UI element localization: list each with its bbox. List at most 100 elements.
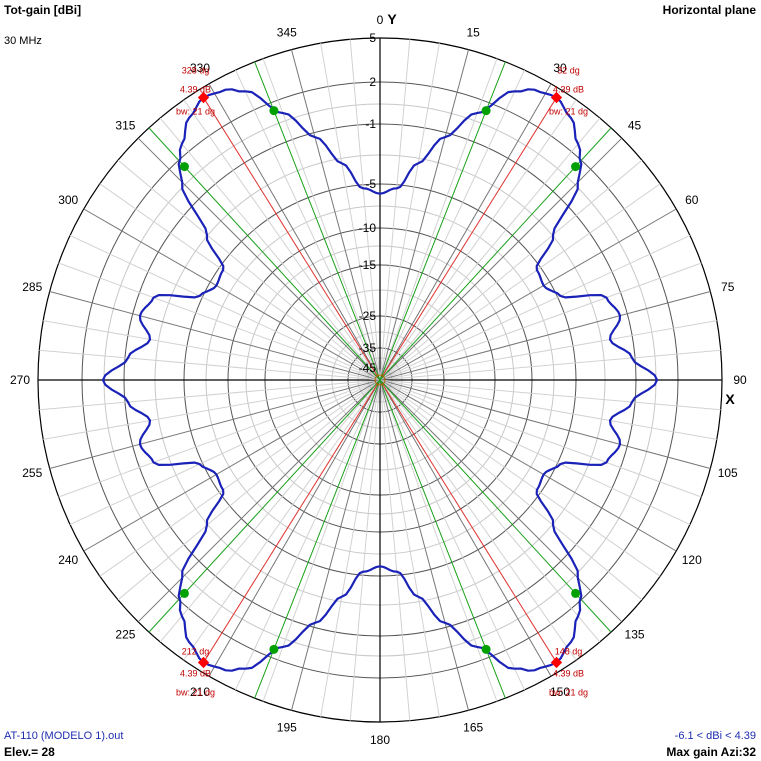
beamwidth-marker: [179, 588, 189, 598]
grid-spoke: [379, 49, 469, 381]
grid-spoke: [291, 49, 381, 381]
grid-spoke: [69, 235, 381, 381]
grid-spoke: [379, 320, 717, 381]
grid-spoke: [379, 43, 440, 381]
grid-spoke: [379, 137, 623, 381]
radial-label: -5: [365, 177, 376, 191]
grid-spoke: [379, 99, 577, 381]
beamwidth-marker: [571, 162, 581, 172]
angle-label: 135: [625, 628, 645, 642]
grid-spoke: [349, 379, 381, 721]
radial-label: -45: [359, 361, 377, 375]
grid-spoke: [58, 262, 381, 381]
beamwidth-marker: [481, 644, 491, 654]
grid-spoke: [235, 69, 381, 381]
gain-range-label: -6.1 < dBi < 4.39: [674, 730, 756, 742]
grid-spoke: [183, 99, 381, 381]
angle-label: 30: [553, 61, 567, 75]
angle-label: 330: [190, 61, 210, 75]
max-gain-line: [203, 379, 381, 663]
grid-spoke: [379, 379, 702, 498]
grid-spoke: [379, 235, 691, 381]
grid-spoke: [379, 379, 717, 440]
angle-label: 120: [682, 553, 702, 567]
grid-spoke: [235, 379, 381, 691]
y-axis-label: Y: [387, 11, 397, 27]
angle-label: 240: [58, 553, 78, 567]
grid-spoke: [379, 183, 661, 381]
radial-label: -35: [359, 341, 377, 355]
beamwidth-marker: [269, 644, 279, 654]
grid-spoke: [49, 379, 381, 469]
grid-spoke: [58, 379, 381, 498]
marker-gain-label: 4.39 dB: [180, 668, 211, 678]
max-gain-label: Max gain Azi:32: [666, 745, 756, 759]
angle-label: 45: [628, 118, 642, 132]
angle-label: 285: [22, 280, 42, 294]
max-gain-marker: [197, 656, 210, 669]
file-name: AT-110 (MODELO 1).out: [4, 730, 124, 742]
chart-title: Tot-gain [dBi]: [4, 3, 82, 17]
angle-label: 60: [685, 193, 699, 207]
grid-spoke: [137, 137, 381, 381]
marker-gain-label: 4.39 dB: [553, 85, 584, 95]
grid-spoke: [379, 208, 677, 381]
angle-label: 255: [22, 466, 42, 480]
x-axis-label: X: [725, 391, 735, 407]
grid-spoke: [262, 379, 381, 702]
angle-label: 150: [550, 685, 570, 699]
grid-spoke: [117, 159, 381, 381]
grid-spoke: [379, 117, 601, 381]
grid-spoke: [379, 379, 525, 691]
grid-spoke: [379, 379, 691, 525]
grid-spoke: [137, 379, 381, 623]
grid-spoke: [43, 320, 381, 381]
grid-spoke: [291, 379, 381, 711]
marker-beamwidth-label: bw: 21 dg: [176, 107, 215, 117]
angle-label: 270: [10, 373, 30, 387]
grid-spoke: [379, 379, 552, 677]
marker-beamwidth-label: bw: 21 dg: [549, 687, 588, 697]
grid-spoke: [379, 379, 440, 717]
grid-spoke: [379, 379, 643, 601]
frequency-label: 30 MHz: [4, 35, 42, 47]
max-gain-line: [379, 379, 557, 663]
angle-label: 195: [277, 721, 297, 735]
grid-spoke: [379, 379, 577, 661]
grid-spoke: [208, 379, 381, 677]
angle-label: 75: [721, 280, 735, 294]
marker-azimuth-label: 328 dg: [182, 66, 210, 76]
marker-beamwidth-label: bw: 21 dg: [176, 687, 215, 697]
grid-spoke: [379, 379, 498, 702]
grid-spoke: [379, 379, 661, 577]
elevation-label: Elev.= 28: [4, 745, 55, 759]
grid-spoke: [379, 379, 623, 623]
grid-spoke: [379, 39, 411, 381]
beamwidth-marker: [481, 106, 491, 116]
grid-spoke: [379, 159, 643, 381]
gain-trace-line: [101, 88, 659, 672]
grid-spoke: [379, 262, 702, 381]
beamwidth-marker: [179, 162, 189, 172]
beamwidth-marker: [571, 588, 581, 598]
grid-spoke: [83, 208, 381, 381]
marker-gain-label: 4.39 dB: [553, 668, 584, 678]
marker-gain-label: 4.39 dB: [180, 85, 211, 95]
grid-spoke: [320, 379, 381, 717]
angle-label: 300: [58, 193, 78, 207]
grid-spoke: [379, 379, 711, 469]
grid-spoke: [49, 291, 381, 381]
angle-label: 180: [370, 733, 390, 747]
angle-label: 165: [463, 721, 483, 735]
radial-label: -10: [359, 221, 377, 235]
angle-label: 105: [718, 466, 738, 480]
grid-spoke: [39, 379, 381, 411]
radial-label: 5: [369, 31, 376, 45]
angle-label: 0: [377, 13, 384, 27]
grid-spoke: [379, 379, 469, 711]
gain-trace: [101, 88, 659, 672]
grid-spoke: [159, 379, 381, 643]
grid-spoke: [379, 58, 498, 381]
marker-azimuth-label: 212 dg: [182, 646, 210, 656]
